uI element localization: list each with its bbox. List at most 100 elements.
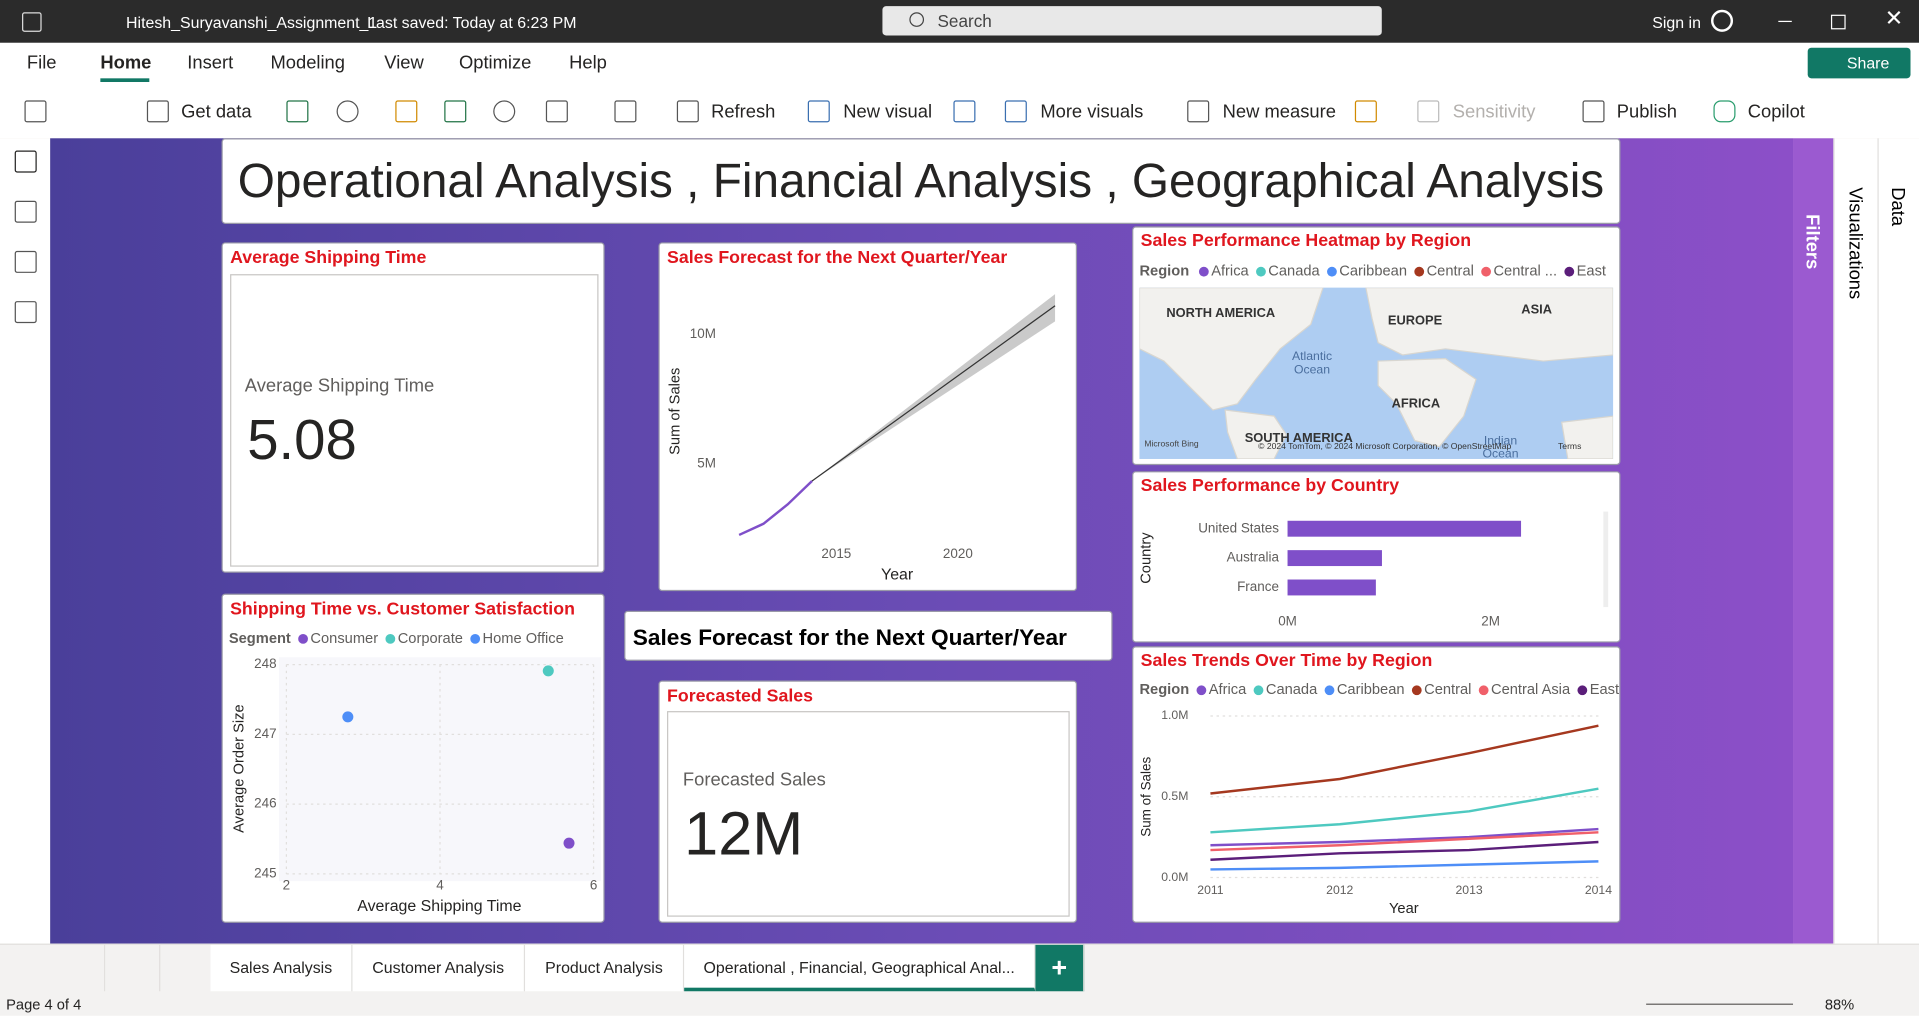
new-visual-icon[interactable] (807, 100, 830, 123)
excel-icon[interactable] (286, 100, 309, 123)
card-visual[interactable]: Forecasted Sales Forecasted Sales 12M (658, 680, 1078, 923)
enter-data-icon[interactable] (444, 100, 467, 123)
title-box[interactable]: Operational Analysis , Financial Analysi… (221, 138, 1621, 224)
map-label: EUROPE (1387, 313, 1443, 329)
card-frame: Average Shipping Time 5.08 (230, 274, 599, 567)
report-view-icon[interactable] (14, 150, 37, 173)
land-africa (1377, 357, 1477, 448)
menu-tab[interactable]: File (26, 52, 57, 74)
new-measure-icon[interactable] (1187, 100, 1210, 123)
page-tab[interactable]: Sales Analysis (210, 944, 353, 992)
more-visuals-icon[interactable] (1004, 100, 1027, 123)
menu-tab[interactable]: Help (569, 52, 607, 74)
add-page-button[interactable]: + (1035, 944, 1085, 992)
view-rail (0, 138, 52, 944)
publish-icon[interactable] (1582, 100, 1605, 123)
desktop-layout-button[interactable] (50, 944, 106, 992)
map-land (1139, 287, 1614, 459)
dataverse-icon[interactable] (493, 100, 516, 123)
zoom-slider[interactable] (1646, 1003, 1794, 1005)
map-label: NORTH AMERICA (1166, 305, 1276, 321)
file-name: Hitesh_Suryavanshi_Assignment_1 (126, 13, 378, 32)
pane-label: Data (1887, 187, 1909, 227)
filters-pane[interactable]: Filters (1793, 138, 1834, 944)
copilot-icon[interactable] (1713, 100, 1736, 123)
visual-title: Shipping Time vs. Customer Satisfaction (230, 599, 575, 620)
text-box-visual[interactable]: Sales Forecast for the Next Quarter/Year (624, 610, 1113, 661)
onelake-icon[interactable] (336, 100, 359, 123)
menu-tab[interactable]: Insert (187, 52, 234, 74)
ribbon: Get data Refresh New visual More visuals… (0, 83, 1919, 140)
card-frame: Forecasted Sales 12M (667, 711, 1070, 917)
ribbon-button[interactable]: New measure (1222, 101, 1336, 123)
report-title: Operational Analysis , Financial Analysi… (237, 155, 1605, 209)
card-visual[interactable]: Average Shipping Time Average Shipping T… (221, 242, 605, 573)
page-indicator: Page 4 of 4 (6, 996, 82, 1014)
pane-label: Filters (1801, 214, 1823, 270)
last-saved[interactable]: Last saved: Today at 6:23 PM (367, 13, 577, 32)
share-button[interactable]: Share (1807, 47, 1911, 79)
bar-chart-visual[interactable]: Sales Performance by Country (1132, 471, 1621, 643)
land-australia (1560, 415, 1614, 459)
recent-sources-icon[interactable] (545, 100, 568, 123)
sensitivity-icon (1417, 100, 1440, 123)
data-pane[interactable]: Data (1877, 138, 1919, 944)
ribbon-button[interactable]: Refresh (711, 101, 776, 123)
map-visual[interactable]: Sales Performance Heatmap by Region NORT… (1132, 226, 1621, 466)
map-attribution[interactable]: © 2024 TomTom, © 2024 Microsoft Corporat… (1258, 443, 1512, 452)
scatter-visual[interactable]: Shipping Time vs. Customer Satisfaction (221, 593, 605, 923)
map-area[interactable]: NORTH AMERICA EUROPE ASIA Atlantic Ocean… (1139, 287, 1614, 459)
sql-icon[interactable] (395, 100, 418, 123)
page-tab[interactable]: Product Analysis (525, 944, 685, 992)
map-terms[interactable]: Terms (1558, 443, 1582, 452)
visual-title: Sales Forecast for the Next Quarter/Year (667, 248, 1008, 269)
zoom-level: 88% (1824, 996, 1855, 1014)
visualizations-pane[interactable]: Visualizations (1833, 138, 1879, 944)
card-label: Average Shipping Time (244, 375, 435, 397)
map-label: Atlantic Ocean (1291, 350, 1333, 377)
land-eurasia (1365, 287, 1614, 362)
paste-icon[interactable] (24, 100, 47, 123)
map-label: ASIA (1521, 302, 1553, 317)
search-box[interactable]: Search (882, 6, 1382, 36)
ribbon-button[interactable]: More visuals (1040, 101, 1144, 123)
line-chart-visual[interactable]: Sales Forecast for the Next Quarter/Year (658, 242, 1078, 592)
restore-button[interactable] (1830, 14, 1846, 30)
transform-icon[interactable] (614, 100, 637, 123)
ribbon-button[interactable]: Copilot (1747, 101, 1805, 123)
quick-measure-icon[interactable] (1354, 100, 1377, 123)
page-tab[interactable]: Customer Analysis (352, 944, 526, 992)
search-placeholder: Search (937, 11, 992, 31)
map-label: Indian Ocean (1482, 434, 1519, 459)
visual-title: Forecasted Sales (667, 686, 814, 707)
dax-view-icon[interactable] (14, 301, 37, 324)
menu-tab[interactable]: Optimize (458, 52, 532, 74)
text-box: Sales Forecast for the Next Quarter/Year (632, 624, 1067, 650)
menu-tab[interactable]: Home (100, 52, 152, 74)
close-button[interactable]: ✕ (1884, 6, 1904, 31)
ribbon-button[interactable]: New visual (843, 101, 933, 123)
text-box-icon[interactable] (953, 100, 976, 123)
minimize-button[interactable] (1778, 20, 1792, 23)
refresh-icon[interactable] (676, 100, 699, 123)
menu-tab[interactable]: Modeling (270, 52, 345, 74)
mobile-layout-button[interactable] (105, 944, 161, 992)
table-view-icon[interactable] (14, 200, 37, 223)
get-data-icon[interactable] (146, 100, 169, 123)
visual-title: Sales Trends Over Time by Region (1140, 651, 1433, 671)
model-view-icon[interactable] (14, 250, 37, 273)
ribbon-button[interactable]: Get data (181, 101, 252, 123)
map-provider: Microsoft Bing (1144, 440, 1199, 450)
search-icon (909, 12, 925, 27)
sign-in[interactable]: Sign in (1652, 13, 1701, 32)
ribbon-button[interactable]: Publish (1616, 101, 1677, 123)
save-icon[interactable] (22, 12, 42, 32)
map-label: SOUTH AMERICA (1244, 430, 1353, 446)
menu-tab[interactable]: View (384, 52, 424, 74)
account-icon[interactable] (1711, 9, 1734, 32)
page-tab-active[interactable]: Operational , Financial, Geographical An… (684, 944, 1036, 992)
line-chart-visual[interactable]: Sales Trends Over Time by Region (1132, 646, 1621, 923)
active-tab-underline (100, 78, 150, 83)
menu-bar: File Home Insert Modeling View Optimize … (0, 42, 1919, 84)
pane-label: Visualizations (1844, 187, 1866, 300)
